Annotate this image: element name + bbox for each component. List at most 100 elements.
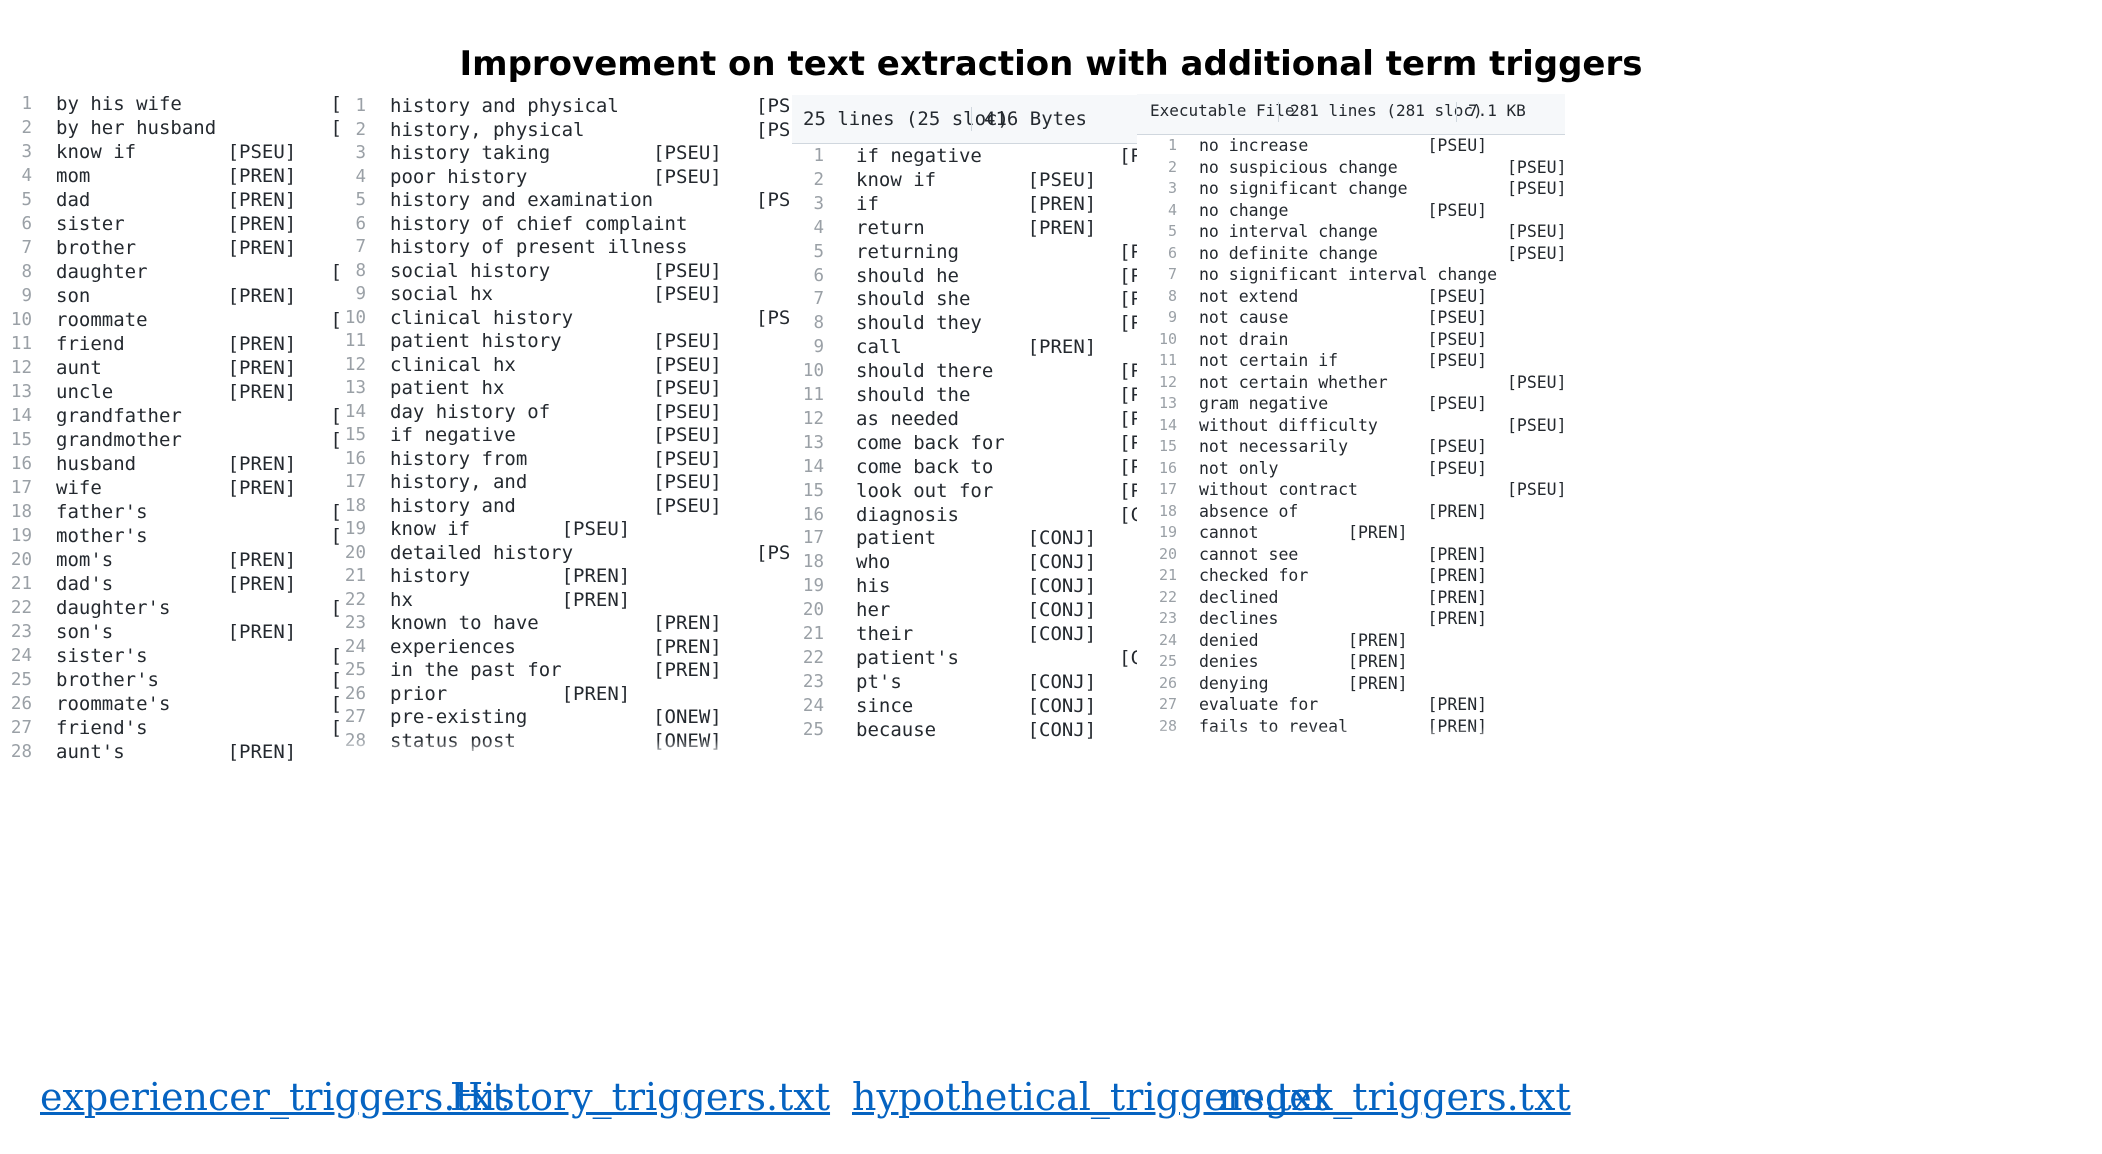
line-text: know if [PSEU] [856, 168, 1097, 191]
negex-file-panel: Executable File 281 lines (281 sloc) 7.1… [1137, 0, 1565, 745]
line-number: 1 [355, 96, 366, 116]
line-text: history, physical [PSEU] [390, 118, 792, 141]
line-number: 4 [813, 217, 824, 238]
experiencer-triggers-link[interactable]: experiencer_triggers.txt [40, 1075, 508, 1119]
line-number: 1 [21, 94, 32, 114]
line-text: since [CONJ] [856, 694, 1097, 717]
line-number: 9 [21, 286, 32, 306]
line-number: 8 [813, 313, 824, 334]
line-text: brother [PREN] [56, 237, 297, 259]
line-number: 7 [1167, 265, 1177, 283]
line-text: sister [PREN] [56, 213, 297, 235]
line-text: absence of [PREN] [1199, 501, 1488, 521]
line-number: 20 [802, 600, 824, 621]
line-number: 4 [21, 166, 32, 186]
line-number: 2 [813, 169, 824, 190]
line-text: not drain [PSEU] [1199, 329, 1488, 349]
line-number: 13 [344, 378, 366, 398]
line-number: 3 [355, 143, 366, 163]
line-number: 17 [1158, 480, 1177, 498]
line-number: 14 [344, 401, 366, 422]
line-text: no interval change [PSEU] [1199, 222, 1565, 241]
line-text: history and [PSEU] [390, 494, 722, 517]
line-number: 20 [1158, 544, 1177, 563]
line-text: patient [CONJ] [856, 527, 1097, 550]
line-text: cannot [PREN] [1199, 523, 1408, 542]
hypothetical-triggers-link[interactable]: hypothetical_triggers.txt [852, 1075, 1329, 1119]
line-number: 22 [1158, 587, 1177, 606]
line-text: no suspicious change [PSEU] [1199, 157, 1565, 177]
line-text: should they [PREN] [856, 312, 1137, 335]
line-text: uncle [PREN] [56, 381, 297, 403]
line-number: 21 [802, 624, 824, 644]
line-number: 26 [10, 694, 32, 714]
line-text: denied [PREN] [1199, 630, 1408, 650]
line-number: 7 [813, 289, 824, 310]
line-number: 8 [355, 260, 366, 281]
history-file-panel: 1 history and physical [PSEU] 2 history, ph… [0, 0, 792, 758]
line-number: 26 [1158, 673, 1177, 692]
line-text: returning [PREN] [856, 240, 1137, 263]
line-number: 15 [10, 430, 32, 450]
line-number: 16 [10, 454, 32, 474]
line-text: history [PREN] [390, 565, 631, 587]
line-text: in the past for [PREN] [390, 659, 722, 681]
line-text: not extend [PSEU] [1199, 286, 1488, 306]
line-text: friend [PREN] [56, 333, 297, 355]
line-number: 15 [802, 480, 824, 501]
line-text: daughter [PREN] [56, 261, 340, 283]
line-number: 16 [344, 448, 366, 469]
bottom-fade [340, 740, 792, 758]
line-text: declines [PREN] [1199, 609, 1488, 628]
experiencer-file-panel: 1 by his wife [PSEU] 2 by her husband [PSEU… [2, 92, 340, 770]
line-text: detailed history [PSEU] [390, 541, 792, 564]
line-number: 24 [1158, 630, 1177, 649]
line-number: 24 [344, 636, 366, 657]
line-number: 19 [1158, 523, 1177, 541]
line-text: without contract [PSEU] [1199, 480, 1565, 499]
line-number: 27 [1158, 695, 1177, 713]
line-text: if [PREN] [856, 192, 1097, 215]
line-number: 5 [1167, 222, 1177, 240]
file-size: 416 Bytes [984, 108, 1087, 130]
line-number: 3 [813, 193, 824, 214]
line-number: 27 [344, 707, 366, 727]
line-number: 11 [1158, 351, 1177, 369]
line-text: sister's [PREN] [56, 645, 340, 667]
line-text: daughter's [PREN] [56, 597, 340, 619]
line-number: 5 [813, 241, 824, 262]
line-number: 20 [344, 542, 366, 563]
line-text: as needed [PREN] [856, 407, 1137, 430]
line-number: 3 [1167, 179, 1177, 197]
line-number: 19 [10, 526, 32, 546]
line-text: dad [PREN] [56, 189, 297, 211]
line-text: gram negative [PSEU] [1199, 394, 1488, 413]
line-text: checked for [PREN] [1199, 566, 1488, 585]
line-number: 27 [10, 718, 32, 738]
line-number: 12 [802, 408, 824, 429]
line-number: 22 [344, 589, 366, 610]
line-number: 28 [0, 730, 366, 754]
line-text: not only [PSEU] [1199, 458, 1488, 478]
line-number: 18 [10, 502, 32, 522]
line-text: roommate [PREN] [56, 309, 340, 331]
line-number: 13 [10, 382, 32, 402]
line-text: aunt [PREN] [56, 357, 297, 379]
line-number: 21 [1158, 566, 1177, 584]
line-count: 281 lines (281 sloc) [1290, 101, 1483, 120]
file-size: 7.1 KB [1468, 101, 1526, 120]
line-number: 21 [344, 566, 366, 586]
line-text: experiences [PREN] [390, 635, 722, 658]
line-number: 19 [344, 519, 366, 539]
line-text: patient hx [PSEU] [390, 377, 722, 399]
file-info-header: Executable File 281 lines (281 sloc) 7.1… [1137, 94, 1565, 135]
negex-triggers-link[interactable]: negex_triggers.txt [1218, 1075, 1571, 1119]
line-number: 9 [355, 284, 366, 304]
line-number: 8 [1167, 286, 1177, 305]
line-text: mom [PREN] [56, 165, 297, 187]
line-text: history taking [PSEU] [390, 142, 722, 164]
line-text: day history of [PSEU] [390, 400, 722, 423]
line-number: 11 [344, 331, 366, 351]
line-number: 13 [802, 432, 824, 453]
history-triggers-link[interactable]: History_triggers.txt [450, 1075, 831, 1119]
